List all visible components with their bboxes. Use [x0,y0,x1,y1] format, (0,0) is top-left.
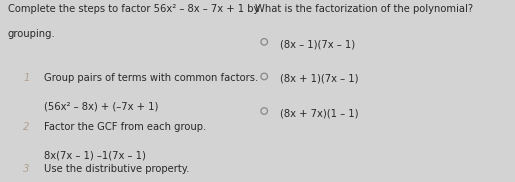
Text: 2: 2 [23,122,29,132]
Text: 8x(7x – 1) –1(7x – 1): 8x(7x – 1) –1(7x – 1) [44,150,146,160]
Text: (56x² – 8x) + (–7x + 1): (56x² – 8x) + (–7x + 1) [44,101,158,111]
Text: Use the distributive property.: Use the distributive property. [44,164,190,174]
Text: Group pairs of terms with common factors.: Group pairs of terms with common factors… [44,73,258,83]
Text: (8x – 1)(7x – 1): (8x – 1)(7x – 1) [280,39,355,49]
Text: 1: 1 [23,73,29,83]
Text: 3: 3 [23,164,29,174]
Text: What is the factorization of the polynomial?: What is the factorization of the polynom… [255,4,473,14]
Text: Complete the steps to factor 56x² – 8x – 7x + 1 by: Complete the steps to factor 56x² – 8x –… [8,4,259,14]
Text: grouping.: grouping. [8,29,56,39]
Text: (8x + 7x)(1 – 1): (8x + 7x)(1 – 1) [280,108,358,118]
Text: (8x + 1)(7x – 1): (8x + 1)(7x – 1) [280,74,358,84]
Text: Factor the GCF from each group.: Factor the GCF from each group. [44,122,206,132]
